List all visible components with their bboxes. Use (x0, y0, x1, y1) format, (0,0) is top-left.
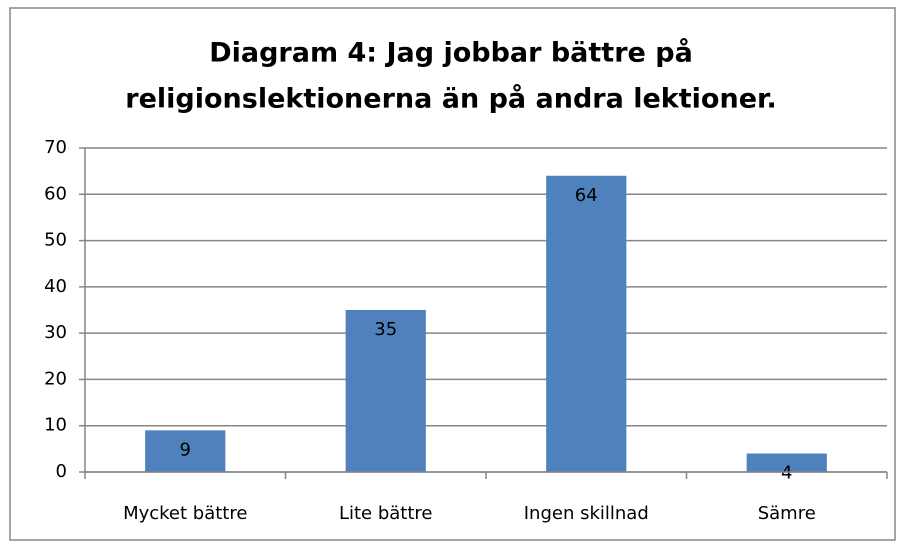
y-tick-label: 0 (56, 461, 67, 482)
y-tick-label: 30 (44, 322, 67, 343)
data-label: 64 (575, 185, 598, 206)
y-tick-label: 10 (44, 415, 67, 436)
y-tick-label: 20 (44, 368, 67, 389)
x-tick-label: Mycket bättre (123, 503, 247, 524)
y-tick-label: 40 (44, 276, 67, 297)
x-tick-label: Ingen skillnad (524, 503, 649, 524)
y-tick-label: 50 (44, 230, 67, 251)
x-tick-label: Sämre (758, 503, 816, 524)
bar (546, 175, 627, 472)
chart-title: religionslektionerna än på andra lektion… (125, 83, 776, 115)
x-tick-label: Lite bättre (339, 503, 433, 524)
bar (145, 430, 226, 472)
data-label: 35 (374, 319, 397, 340)
bar (746, 453, 827, 472)
y-tick-label: 70 (44, 137, 67, 158)
data-label: 9 (180, 439, 191, 460)
y-tick-label: 60 (44, 183, 67, 204)
data-label: 4 (781, 462, 792, 483)
chart-title: Diagram 4: Jag jobbar bättre på (209, 37, 693, 69)
bar (345, 310, 426, 472)
